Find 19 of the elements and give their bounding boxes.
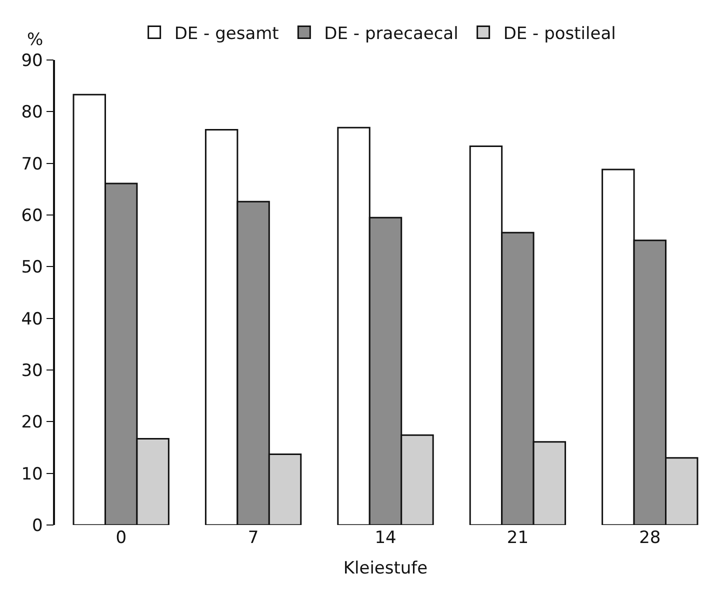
y-tick-label: 70 xyxy=(21,154,43,174)
x-axis-title: Kleiestufe xyxy=(343,558,428,578)
y-tick-label: 80 xyxy=(21,102,43,123)
y-tick-label: 20 xyxy=(21,412,43,433)
legend-label: DE - praecaecal xyxy=(324,24,458,44)
y-axis-title: % xyxy=(27,30,44,50)
y-tick-label: 60 xyxy=(21,206,43,226)
x-tick-label: 0 xyxy=(116,528,127,548)
x-tick-label: 7 xyxy=(248,528,259,548)
y-tick-label: 90 xyxy=(21,50,43,71)
legend-label: DE - postileal xyxy=(503,24,616,44)
y-tick-label: 50 xyxy=(21,258,43,278)
x-tick-label: 21 xyxy=(506,528,529,548)
x-tick-label: 14 xyxy=(374,528,396,548)
x-tick-label: 28 xyxy=(639,528,661,548)
y-tick-label: 10 xyxy=(21,464,43,484)
y-tick-label: 40 xyxy=(21,309,43,330)
legend-label: DE - gesamt xyxy=(174,24,280,44)
y-tick-label: 30 xyxy=(21,360,43,381)
